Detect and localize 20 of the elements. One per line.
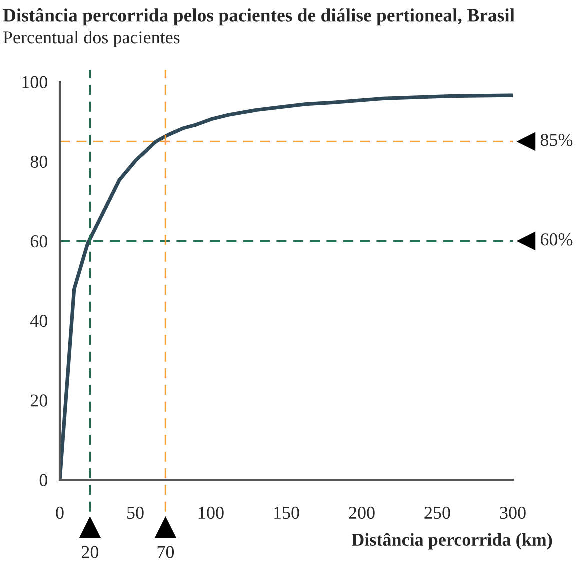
x-tick-label: 300 <box>500 506 526 520</box>
x-tick-label: 200 <box>349 506 375 520</box>
x-tick-label: 150 <box>274 506 300 520</box>
y-tick-label: 100 <box>22 76 48 88</box>
x-axis-title: Distância percorrida (km) <box>352 533 552 550</box>
y-tick-label: 60 <box>30 235 48 248</box>
chart-subtitle: Percentual dos pacientes <box>3 31 180 48</box>
x-tick-label: 50 <box>128 506 144 520</box>
y-tick-label: 20 <box>30 394 48 407</box>
x-tick-label: 100 <box>199 506 224 520</box>
y-tick-label: 40 <box>30 315 48 328</box>
x-tick-label: 0 <box>56 506 64 520</box>
ref-line-label: 70 <box>158 546 174 558</box>
ref-line-label: 20 <box>82 546 99 558</box>
ref-line-label: 85% <box>540 134 573 146</box>
y-tick-label: 0 <box>40 474 48 486</box>
chart-title: Distância percorrida pelos pacientes de diálise pertioneal, Brasil <box>3 8 515 26</box>
y-tick-label: 80 <box>30 156 48 168</box>
ref-line-label: 60% <box>540 234 573 246</box>
x-tick-label: 250 <box>424 506 450 520</box>
